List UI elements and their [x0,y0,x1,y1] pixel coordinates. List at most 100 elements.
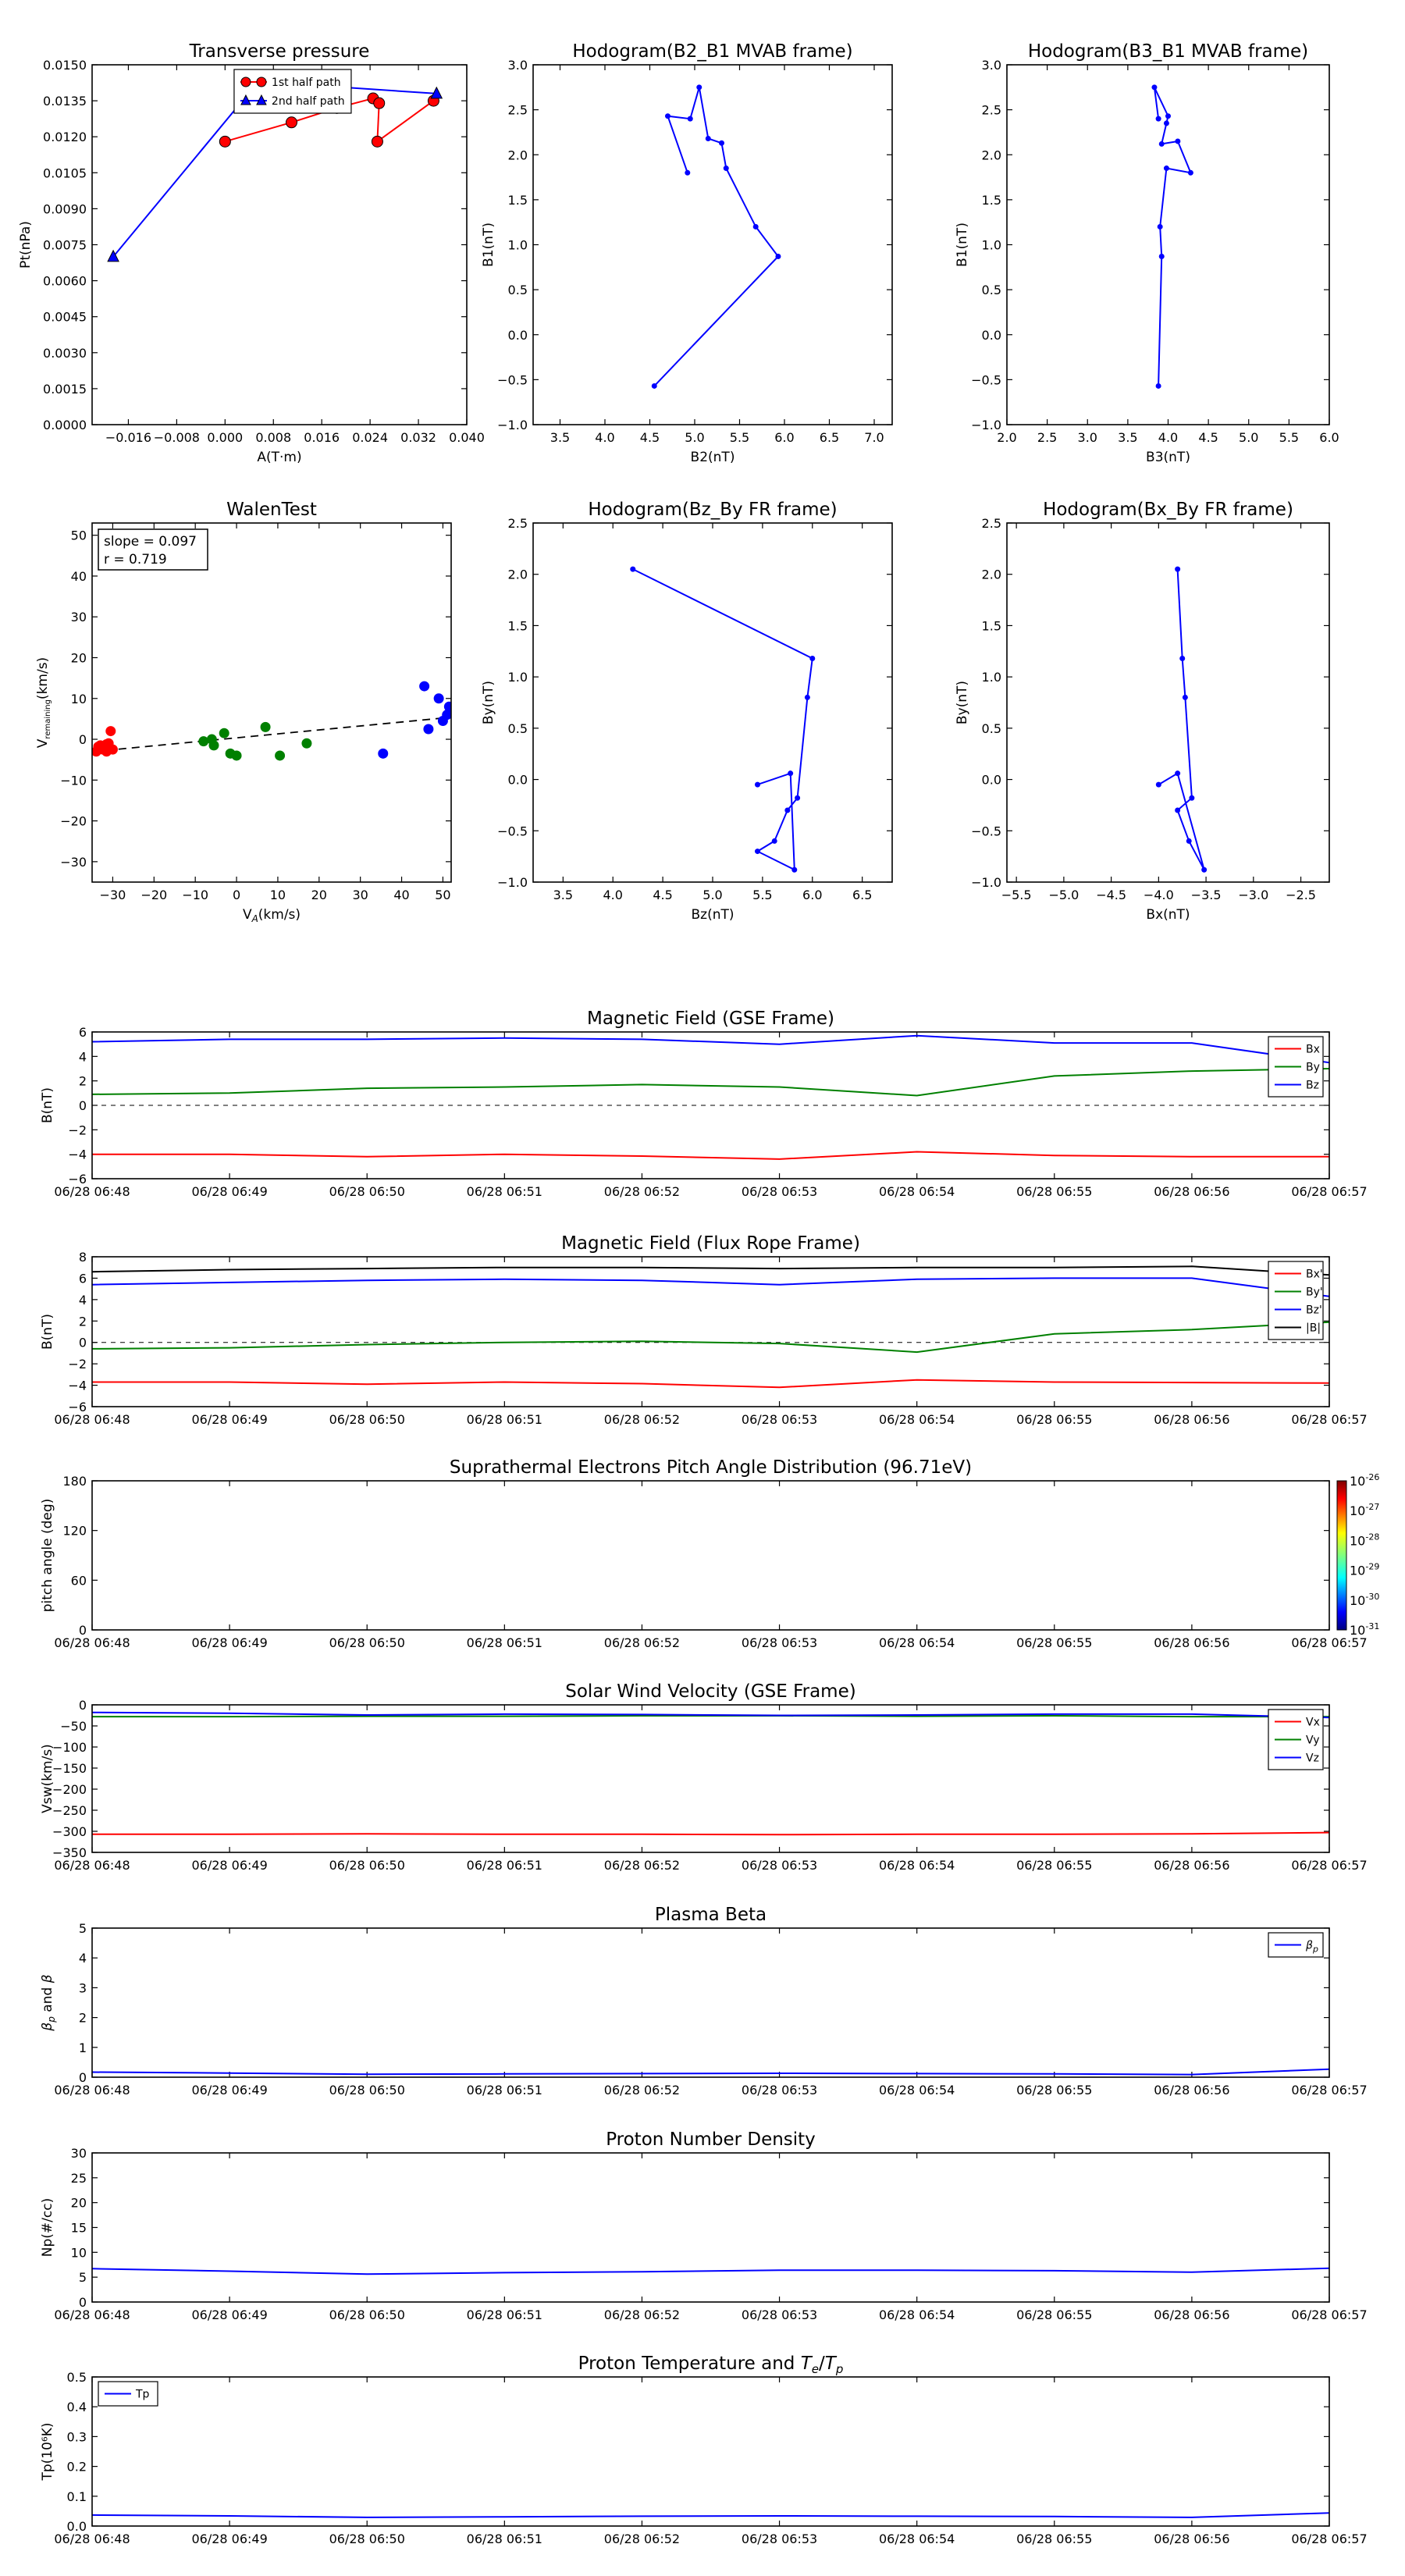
chart-title: Magnetic Field (Flux Rope Frame) [561,1233,860,1254]
y-tick-label: 0.0075 [43,238,87,253]
legend-marker [240,76,251,87]
data-point [1155,116,1161,122]
data-point [1155,781,1161,788]
legend-label: Bz [1306,1080,1319,1092]
panel-np: Proton Number Density 06/28 06:48 06/28 06… [40,2129,1368,2322]
y-tick-label: 2.5 [508,516,528,531]
x-tick-label: 06/28 06:48 [54,1184,130,1199]
x-tick-label: 06/28 06:51 [467,2307,542,2322]
x-tick-label: 06/28 06:51 [467,1412,542,1427]
x-tick-label: 06/28 06:51 [467,2083,542,2097]
x-tick-label: 06/28 06:57 [1291,1412,1367,1427]
x-tick-label: 06/28 06:49 [191,2083,267,2097]
y-tick-label: 5 [79,1921,87,1936]
x-tick-label: 06/28 06:51 [467,2532,542,2546]
data-point [371,135,383,148]
x-tick-label: 0.024 [352,430,388,445]
y-tick-label: 2.5 [982,516,1001,531]
x-tick-label: 06/28 06:50 [329,1635,405,1650]
y-tick-label: −350 [52,1845,87,1860]
colorbar-label: 10-29 [1350,1562,1379,1578]
x-tick-label: 06/28 06:54 [879,2532,955,2546]
data-point [1175,566,1181,572]
data-point [430,86,443,99]
x-tick-label: 06/28 06:54 [879,1635,955,1650]
y-tick-label: 25 [71,2171,87,2186]
x-tick-label: 06/28 06:53 [742,1858,817,1873]
data-point [219,135,231,148]
x-tick-label: 06/28 06:55 [1016,1184,1092,1199]
y-tick-label: 0.0015 [43,382,87,397]
x-tick-label: 06/28 06:48 [54,2307,130,2322]
y-tick-label: 30 [71,2146,87,2161]
data-point [775,253,781,259]
data-point [1163,165,1169,172]
x-tick-label: 4.0 [1158,430,1178,445]
data-area [1155,566,1208,873]
data-point [1158,141,1165,147]
y-tick-label: 0 [79,2295,87,2310]
y-tick-label: 0.0030 [43,346,87,361]
series-line-bz [92,1034,1329,1064]
chart-title: Suprathermal Electrons Pitch Angle Distr… [450,1457,972,1478]
y-tick-label: −0.5 [971,824,1001,838]
colorbar: 10-26 10-27 10-28 10-29 10-30 10-31 [1336,1472,1379,1638]
x-tick-label: 06/28 06:50 [329,1412,405,1427]
y-tick-label: 15 [71,2221,87,2236]
x-tick-label: 06/28 06:49 [191,1635,267,1650]
x-tick-label: −20 [140,888,167,902]
x-tick-label: 06/28 06:52 [604,2083,680,2097]
x-tick-label: 6.0 [802,888,822,902]
y-tick-label: 0.3 [67,2429,87,2444]
data-point [443,701,451,712]
y-tick-label: 0.0105 [43,165,87,180]
x-axis-label: VA(km/s) [243,907,301,924]
legend-label: 1st half path [272,76,341,89]
y-tick-label: −100 [52,1740,87,1755]
y-tick-label: 4 [79,1951,87,1966]
colorbar-label: 10-27 [1350,1502,1379,1518]
data-area [92,2267,1329,2275]
y-tick-label: 2 [79,2011,87,2026]
data-point [433,693,444,704]
x-tick-label: 06/28 06:48 [54,2532,130,2546]
x-tick-label: 06/28 06:55 [1016,1858,1092,1873]
x-axis-label: Bx(nT) [1146,907,1190,923]
y-tick-label: −10 [60,773,87,788]
data-point [665,113,670,119]
plots-layer: Transverse pressure−0.016 −0.008 0.000 0.00… [18,41,1379,2546]
x-tick-label: 10 [270,888,286,902]
plot-frame [91,2376,1330,2527]
x-tick-label: 06/28 06:52 [604,1858,680,1873]
x-tick-label: 06/28 06:56 [1154,1635,1229,1650]
chart-title: WalenTest [226,500,317,520]
series-line-by [92,1068,1329,1097]
panel-walen: WalenTest −30 −20 −10 0 10 20 30 40 50 −30 −20 −10 0 1… [35,500,452,924]
y-tick-label: 2.0 [508,568,528,582]
x-tick-label: 2.5 [1037,430,1057,445]
y-tick-label: 10 [71,2245,87,2260]
x-tick-label: −0.016 [105,430,151,445]
x-tick-label: 06/28 06:49 [191,1412,267,1427]
x-tick-label: 4.0 [595,430,614,445]
legend: Tp [98,2381,158,2407]
data-point [1175,807,1181,813]
data-area [92,2512,1329,2518]
x-tick-label: 06/28 06:49 [191,2307,267,2322]
data-point [219,728,229,738]
legend-marker [256,76,267,87]
y-tick-label: 3.0 [982,58,1001,73]
series-line-by- [92,1321,1329,1354]
data-point [1157,223,1163,229]
data-point [784,807,791,813]
x-tick-label: 06/28 06:48 [54,1635,130,1650]
y-tick-label: 0 [79,1623,87,1638]
data-area [92,1265,1329,1389]
y-tick-label: 6 [79,1271,87,1286]
legend-box [233,69,352,114]
data-point [809,655,816,661]
x-tick-label: 06/28 06:51 [467,1858,542,1873]
x-tick-label: 06/28 06:54 [879,1858,955,1873]
x-tick-label: 50 [435,888,450,902]
y-tick-label: 1.5 [508,618,528,633]
